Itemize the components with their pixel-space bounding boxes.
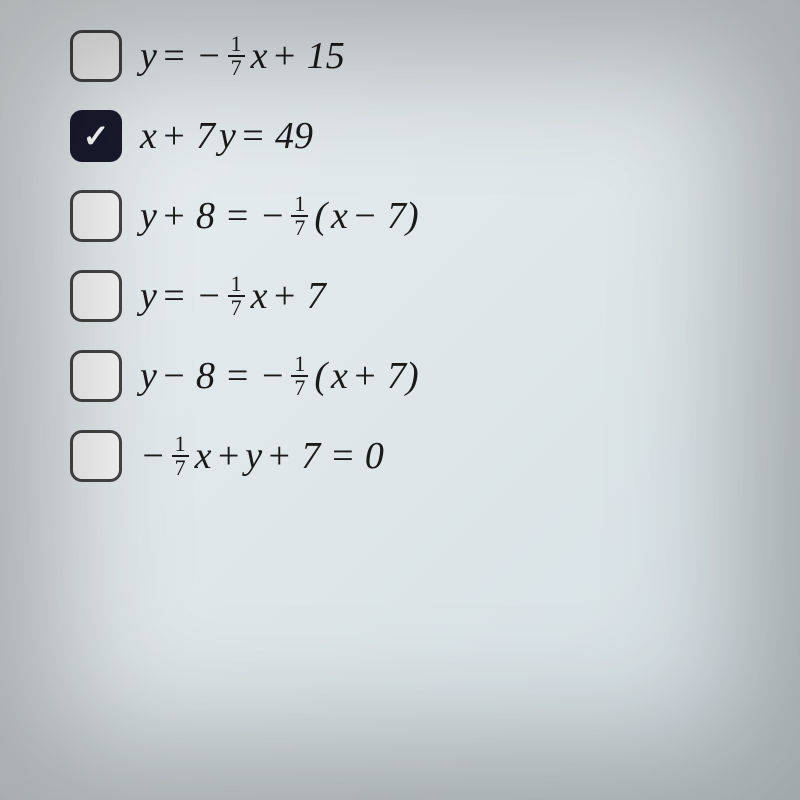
checkbox-option-1[interactable]: ✓ bbox=[70, 30, 122, 82]
equation-text: y + 8 = −17 (x − 7) bbox=[140, 193, 419, 239]
equation-text: y = −17x + 7 bbox=[140, 273, 326, 319]
checkbox-option-6[interactable]: ✓ bbox=[70, 430, 122, 482]
option-row: ✓ −17x + y + 7 = 0 bbox=[70, 430, 780, 482]
checkbox-option-5[interactable]: ✓ bbox=[70, 350, 122, 402]
option-row: ✓ y = −17x + 7 bbox=[70, 270, 780, 322]
equation-text: y − 8 = −17 (x + 7) bbox=[140, 353, 419, 399]
checkbox-option-3[interactable]: ✓ bbox=[70, 190, 122, 242]
checkbox-option-4[interactable]: ✓ bbox=[70, 270, 122, 322]
checkbox-option-2[interactable]: ✓ bbox=[70, 110, 122, 162]
option-row: ✓ x + 7y = 49 bbox=[70, 110, 780, 162]
options-list: ✓ y = −17x + 15 ✓ x + 7y = 49 ✓ y + 8 = … bbox=[20, 30, 780, 482]
option-row: ✓ y − 8 = −17 (x + 7) bbox=[70, 350, 780, 402]
equation-text: x + 7y = 49 bbox=[140, 114, 313, 158]
equation-text: −17x + y + 7 = 0 bbox=[140, 433, 384, 479]
option-row: ✓ y + 8 = −17 (x − 7) bbox=[70, 190, 780, 242]
equation-text: y = −17x + 15 bbox=[140, 33, 345, 79]
option-row: ✓ y = −17x + 15 bbox=[70, 30, 780, 82]
checkmark-icon: ✓ bbox=[83, 117, 110, 155]
